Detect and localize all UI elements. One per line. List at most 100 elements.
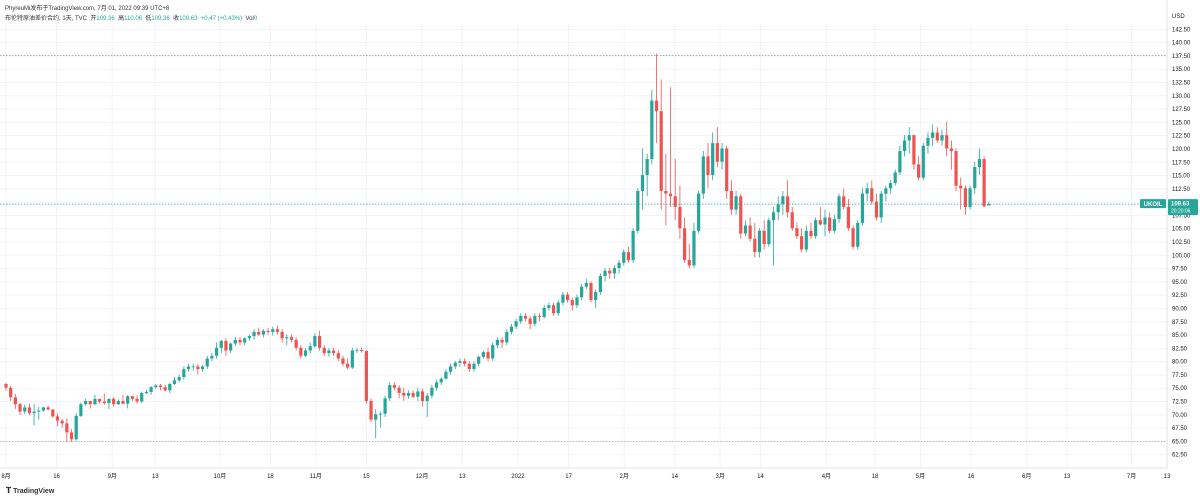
price-tick-label: 102.50 [1172, 240, 1191, 246]
candle-body [458, 361, 462, 363]
candle-body [776, 204, 780, 213]
candle-body [949, 148, 953, 152]
currency-label: USD [1172, 14, 1185, 20]
candle [706, 143, 710, 189]
candle [743, 220, 748, 237]
candle-body [650, 100, 654, 160]
time-tick-label: 10月 [214, 473, 227, 480]
price-tick-label: 117.50 [1172, 160, 1191, 166]
candle-body [275, 329, 280, 332]
publisher-line: PhyreuMi发布于TradingView.com, 7月 01, 2022 … [5, 6, 170, 12]
candle [481, 350, 485, 359]
candle-body [303, 350, 308, 356]
candle [570, 297, 574, 311]
candle [252, 329, 256, 340]
candle [266, 327, 270, 335]
candle-body [69, 432, 74, 440]
candle-body [589, 282, 593, 300]
price-tick-label: 95.00 [1172, 280, 1188, 286]
candle-body [350, 350, 354, 368]
candle-body [594, 291, 598, 300]
candle-body [809, 230, 813, 237]
candle-body [851, 228, 855, 247]
candle [879, 190, 883, 223]
time-tick-label: 3月 [715, 473, 724, 480]
candle-body [767, 220, 771, 245]
candle-body [692, 230, 696, 266]
candle [430, 385, 434, 399]
candle [711, 132, 715, 181]
candle [495, 337, 499, 348]
candle [687, 244, 691, 269]
candle-body [332, 350, 336, 354]
ohlc-volume-label: Vol [245, 16, 254, 22]
candle-body [182, 369, 186, 378]
candle-body [266, 330, 270, 332]
price-tick-label: 65.00 [1172, 439, 1188, 445]
candle-body [37, 410, 41, 412]
candle-body [617, 262, 621, 269]
candle [851, 225, 855, 250]
candle-body [285, 337, 289, 339]
candle [299, 345, 303, 359]
candle-body [748, 225, 752, 239]
candle [140, 391, 144, 404]
candle [650, 89, 654, 165]
candle [757, 228, 762, 258]
candle [640, 148, 645, 210]
candle [449, 363, 453, 375]
time-tick-label: 7月 [1127, 473, 1136, 480]
candle [355, 347, 359, 354]
candle [289, 334, 294, 343]
candle-body [668, 193, 673, 197]
candle-body [93, 398, 97, 405]
candle-body [13, 397, 17, 405]
candle [781, 190, 785, 215]
candle-body [856, 222, 860, 247]
candle-body [481, 352, 485, 357]
symbol-info: 布伦特原油差价合约, 1天, TVC 开109.36 高110.06 低109.… [5, 13, 257, 22]
candle [509, 323, 514, 335]
candle-body [631, 230, 635, 261]
candle-body [537, 315, 542, 317]
price-tick-label: 107.50 [1172, 213, 1191, 219]
candle-body [229, 343, 233, 351]
candle [406, 390, 411, 399]
candle-body [172, 380, 177, 384]
candle-body [88, 401, 92, 405]
candle [158, 383, 163, 391]
candle-body [346, 363, 350, 368]
candle [860, 188, 865, 226]
candle-body [294, 339, 298, 348]
candle-body [177, 377, 181, 381]
candle-body [762, 230, 766, 245]
candle-body [753, 238, 757, 253]
candle-body [107, 398, 111, 404]
candle-body [509, 326, 514, 332]
candle [598, 273, 602, 295]
candle-body [32, 411, 36, 414]
candle [60, 419, 64, 428]
candle [931, 124, 935, 146]
candle [313, 333, 317, 348]
candle [243, 337, 247, 346]
candle [884, 185, 888, 202]
price-tick-label: 77.50 [1172, 373, 1188, 379]
candle-body [977, 159, 982, 168]
price-tick-label: 142.50 [1172, 27, 1191, 33]
time-tick-label: 17 [565, 474, 572, 480]
candle-body [191, 366, 195, 368]
candle [776, 196, 780, 221]
candle-body [837, 196, 841, 220]
candle-body [205, 358, 209, 367]
candle [692, 222, 696, 269]
candle-body [140, 393, 144, 402]
candle-body [898, 151, 902, 173]
candle [697, 190, 701, 234]
candle-body [280, 331, 284, 339]
candle [341, 355, 345, 367]
candle-body [542, 307, 546, 317]
